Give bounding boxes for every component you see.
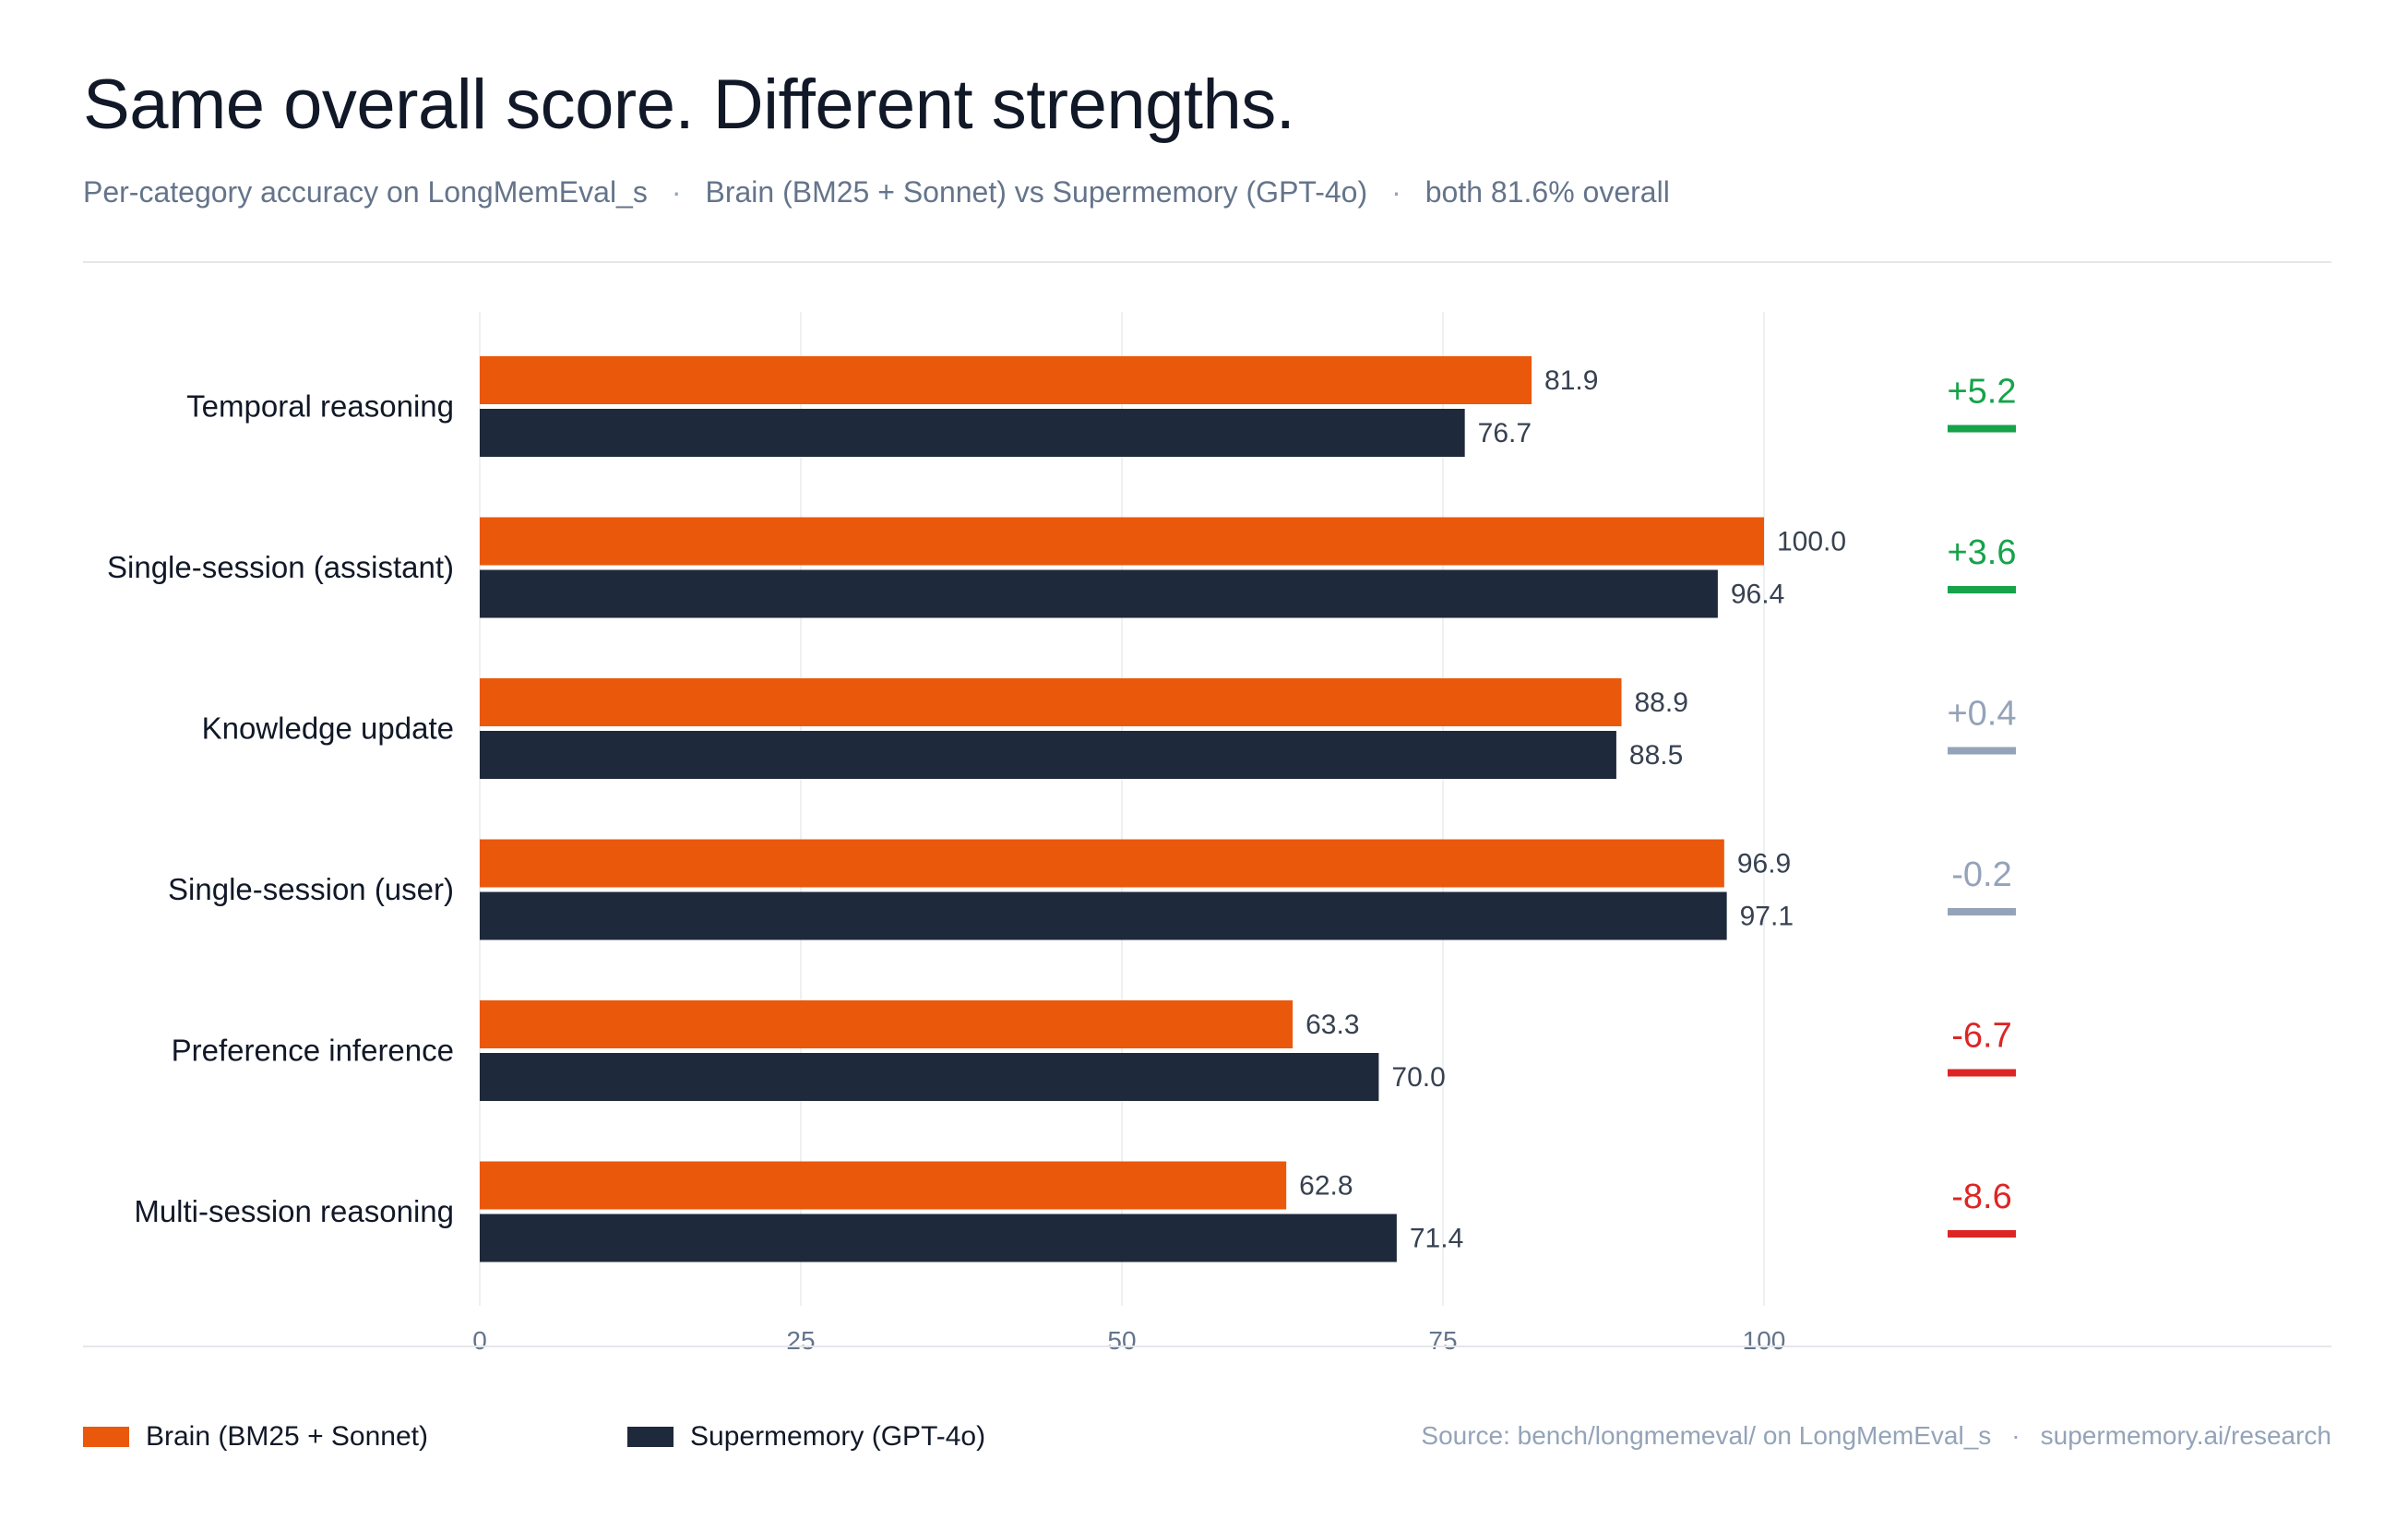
bar-supermemory [480, 569, 1718, 618]
footer-divider [83, 1346, 2331, 1347]
x-tick-label: 100 [1743, 1326, 1786, 1355]
bar-supermemory [480, 891, 1727, 940]
value-label-brain: 62.8 [1299, 1171, 1353, 1202]
value-label-brain: 88.9 [1634, 688, 1687, 718]
bar-brain [480, 517, 1764, 566]
legend-item-supermemory: Supermemory (GPT-4o) [627, 1421, 985, 1453]
difference-indicator [1948, 586, 2016, 593]
x-tick-label: 75 [1428, 1326, 1457, 1355]
category-label: Single-session (user) [168, 872, 454, 906]
subtitle-separator: · [1391, 175, 1401, 209]
bar-brain [480, 678, 1622, 726]
category-label: Preference inference [172, 1034, 454, 1068]
value-label-supermemory: 76.7 [1478, 418, 1532, 449]
bar-chart: 0 25 50 75 100 Temporal reasoning 81.9 76.7 +5.2… [107, 312, 2017, 1355]
legend-label-supermemory: Supermemory (GPT-4o) [690, 1421, 986, 1452]
difference-label: -0.2 [1951, 855, 2011, 894]
value-label-supermemory: 71.4 [1410, 1224, 1463, 1254]
x-tick-label: 25 [786, 1326, 815, 1355]
legend-label-brain: Brain (BM25 + Sonnet) [146, 1421, 428, 1452]
category-label: Knowledge update [202, 712, 454, 746]
difference-label: -8.6 [1951, 1178, 2011, 1216]
value-label-brain: 63.3 [1305, 1010, 1359, 1040]
legend-item-brain: Brain (BM25 + Sonnet) [83, 1421, 428, 1453]
difference-label: +5.2 [1947, 373, 2016, 412]
bar-supermemory [480, 731, 1616, 779]
bar-supermemory [480, 409, 1465, 457]
bar-brain [480, 839, 1724, 888]
bar-supermemory [480, 1214, 1397, 1262]
value-label-brain: 100.0 [1777, 527, 1846, 557]
category-label: Multi-session reasoning [134, 1194, 454, 1228]
x-tick-label: 0 [472, 1326, 487, 1355]
bar-brain [480, 356, 1532, 404]
source-link[interactable]: supermemory.ai/research [2040, 1421, 2331, 1450]
bar-brain [480, 1161, 1287, 1210]
value-label-supermemory: 70.0 [1391, 1062, 1445, 1093]
x-tick-label: 50 [1107, 1326, 1136, 1355]
header-divider [83, 261, 2331, 263]
category-label: Single-session (assistant) [107, 550, 454, 584]
difference-label: +0.4 [1947, 695, 2016, 734]
source-separator: · [2011, 1421, 2021, 1450]
chart-subtitle: Per-category accuracy on LongMemEval_s · B… [83, 175, 1670, 209]
legend-swatch-supermemory [627, 1427, 674, 1447]
value-label-supermemory: 88.5 [1629, 740, 1683, 771]
source-text: Source: bench/longmemeval/ on LongMemEva… [1421, 1421, 1992, 1450]
subtitle-overall: both 81.6% overall [1425, 175, 1670, 209]
difference-indicator [1948, 1069, 2016, 1077]
difference-label: +3.6 [1947, 533, 2016, 572]
chart-title: Same overall score. Different strengths. [83, 66, 1295, 144]
difference-indicator [1948, 1230, 2016, 1238]
value-label-supermemory: 97.1 [1740, 902, 1794, 932]
source-note: Source: bench/longmemeval/ on LongMemEva… [1421, 1421, 2331, 1451]
bar-brain [480, 1000, 1293, 1048]
category-label: Temporal reasoning [186, 389, 454, 424]
value-label-brain: 96.9 [1737, 849, 1791, 879]
difference-indicator [1948, 747, 2016, 755]
subtitle-dataset: Per-category accuracy on LongMemEval_s [83, 175, 648, 209]
difference-indicator [1948, 425, 2016, 433]
difference-label: -6.7 [1951, 1017, 2011, 1056]
legend-swatch-brain [83, 1427, 129, 1447]
value-label-brain: 81.9 [1544, 365, 1598, 396]
value-label-supermemory: 96.4 [1731, 580, 1784, 610]
subtitle-comparison: Brain (BM25 + Sonnet) vs Supermemory (GP… [705, 175, 1368, 209]
difference-indicator [1948, 908, 2016, 915]
bar-supermemory [480, 1053, 1379, 1101]
subtitle-separator: · [671, 175, 682, 209]
